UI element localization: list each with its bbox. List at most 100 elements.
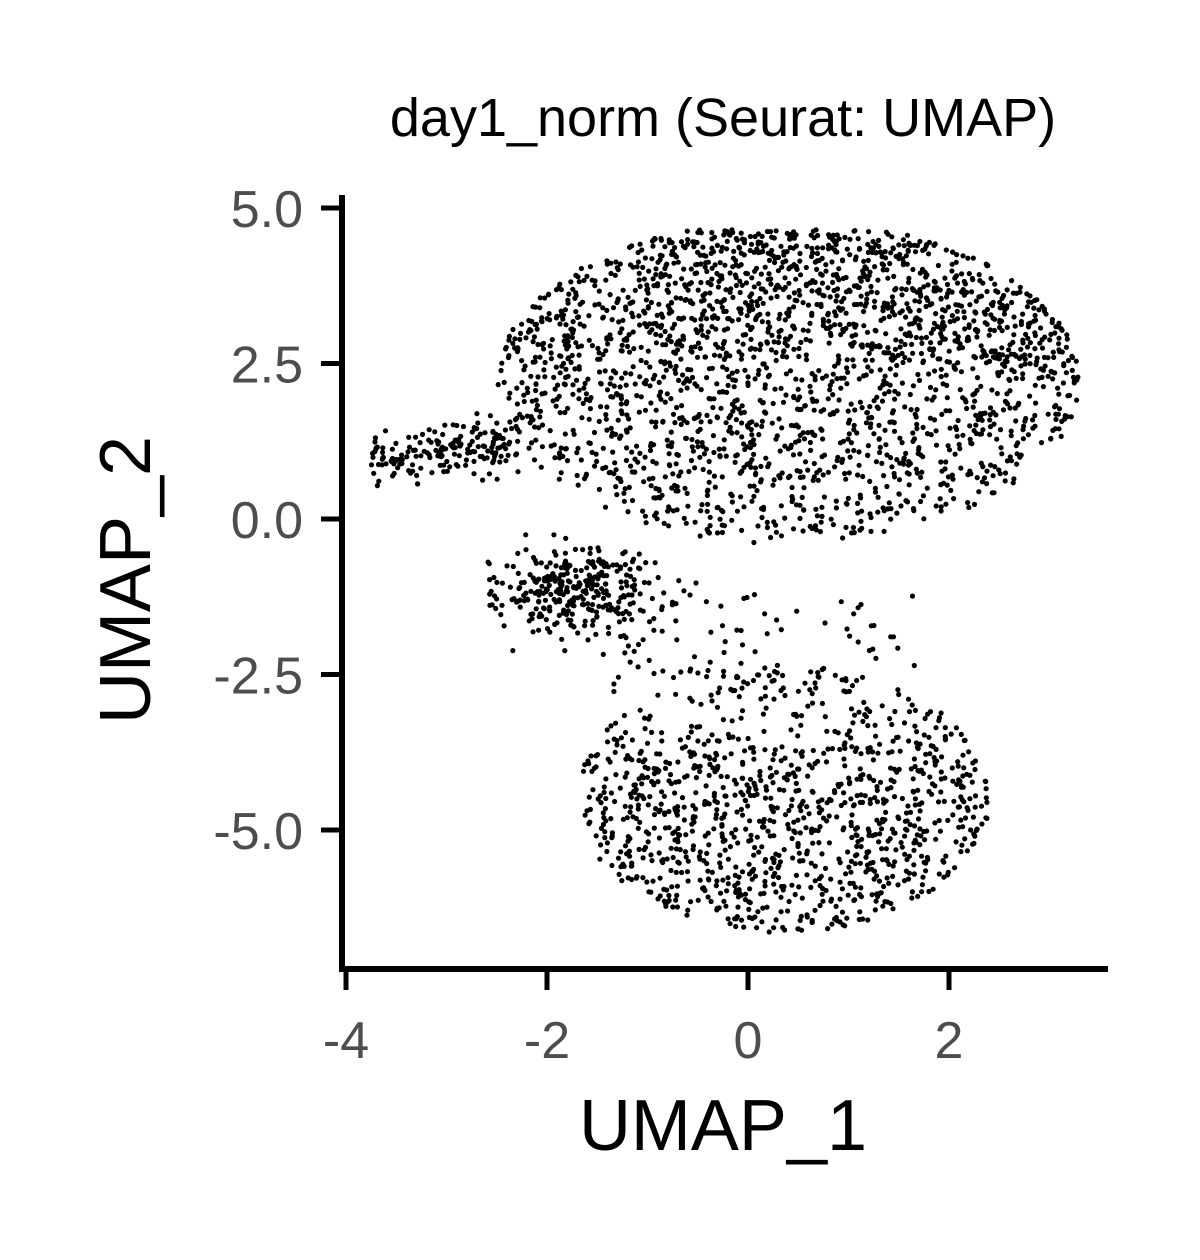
data-point — [671, 321, 678, 327]
data-point — [738, 356, 745, 362]
data-point — [927, 346, 933, 353]
data-point — [618, 401, 624, 407]
data-point — [470, 448, 476, 455]
data-point — [706, 458, 712, 465]
data-point — [613, 772, 619, 778]
data-point — [858, 792, 864, 798]
data-point — [897, 748, 903, 754]
data-point — [694, 439, 701, 445]
data-point — [1040, 367, 1046, 373]
data-point — [832, 322, 838, 328]
data-point — [557, 281, 563, 287]
data-point — [818, 271, 824, 277]
data-point — [783, 392, 789, 398]
data-point — [857, 860, 864, 866]
data-point — [889, 294, 896, 300]
data-point — [600, 352, 606, 358]
data-point — [532, 354, 539, 360]
data-point — [1010, 480, 1016, 486]
data-point — [809, 312, 815, 318]
data-point — [611, 383, 617, 389]
data-point — [1039, 345, 1046, 351]
data-point — [981, 475, 988, 481]
data-point — [548, 573, 554, 579]
data-point — [917, 287, 923, 293]
data-point — [865, 826, 871, 832]
data-point — [752, 649, 758, 655]
data-point — [937, 828, 944, 834]
data-point — [817, 902, 823, 909]
data-point — [906, 357, 913, 363]
data-point — [902, 851, 908, 857]
data-point — [959, 842, 965, 848]
data-point — [830, 272, 837, 278]
data-point — [938, 710, 944, 716]
data-point — [559, 363, 565, 369]
data-point — [480, 477, 486, 483]
data-point — [886, 389, 892, 395]
data-point — [848, 796, 854, 802]
data-point — [910, 350, 916, 356]
data-point — [505, 452, 511, 458]
data-point — [797, 917, 803, 924]
data-point — [684, 385, 690, 391]
data-point — [865, 364, 871, 370]
data-point — [1048, 435, 1054, 441]
data-point — [638, 357, 644, 364]
data-point — [440, 431, 446, 438]
data-point — [862, 357, 869, 363]
data-point — [625, 834, 631, 840]
data-point — [967, 436, 973, 442]
data-point — [816, 876, 823, 882]
data-point — [602, 806, 609, 812]
data-point — [889, 826, 896, 832]
data-point — [752, 844, 758, 851]
data-point — [936, 871, 942, 877]
data-point — [739, 685, 745, 691]
data-point — [832, 672, 838, 679]
data-point — [986, 332, 992, 338]
data-point — [745, 681, 751, 687]
data-point — [573, 573, 579, 580]
data-point — [607, 381, 613, 387]
data-point — [930, 326, 937, 332]
data-point — [903, 868, 910, 874]
data-point — [656, 486, 662, 492]
data-point — [942, 733, 948, 740]
data-point — [847, 728, 853, 734]
data-point — [959, 797, 965, 803]
data-point — [822, 865, 829, 872]
data-point — [552, 578, 558, 584]
data-point — [711, 352, 718, 358]
data-point — [735, 840, 741, 846]
data-point — [717, 852, 723, 858]
data-point — [517, 330, 524, 336]
data-point — [949, 313, 956, 319]
data-point — [797, 258, 803, 264]
data-point — [847, 288, 853, 294]
data-point — [547, 343, 553, 349]
data-point — [720, 784, 726, 791]
data-point — [948, 487, 954, 493]
data-point — [935, 799, 942, 805]
data-point — [634, 874, 640, 880]
data-point — [955, 417, 961, 424]
data-point — [681, 588, 687, 594]
data-point — [810, 840, 816, 846]
data-point — [604, 404, 610, 410]
data-point — [916, 299, 923, 305]
data-point — [1020, 311, 1026, 317]
data-point — [871, 777, 877, 784]
data-point — [1069, 354, 1076, 360]
data-point — [498, 453, 504, 459]
data-point — [593, 609, 600, 615]
data-point — [553, 563, 559, 569]
data-point — [670, 674, 677, 681]
data-point — [799, 377, 805, 383]
data-point — [562, 409, 568, 416]
data-point — [769, 332, 775, 338]
data-point — [973, 422, 979, 428]
data-point — [733, 923, 739, 930]
data-point — [718, 405, 724, 411]
data-point — [780, 672, 786, 679]
